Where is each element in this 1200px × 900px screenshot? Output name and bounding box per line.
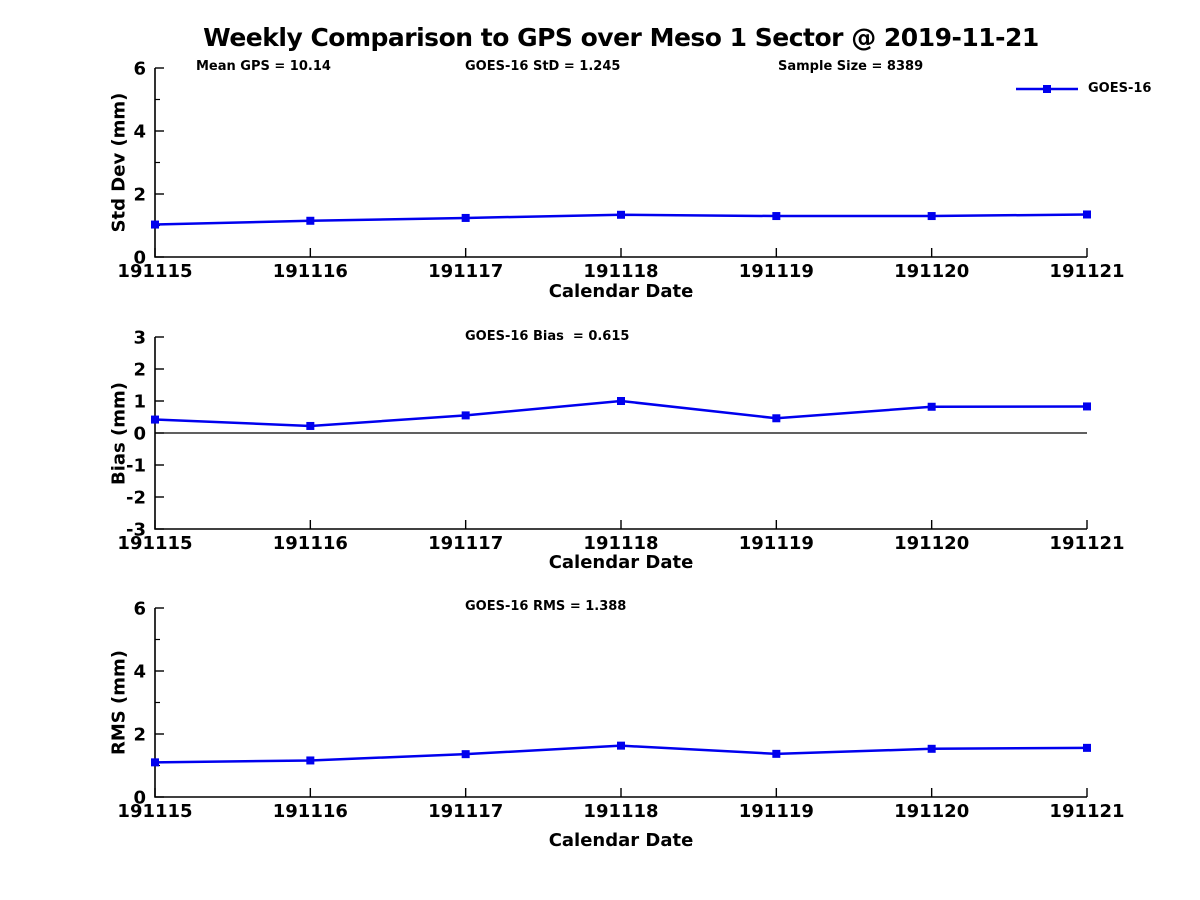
svg-text:4: 4	[133, 122, 146, 143]
svg-text:191119: 191119	[739, 261, 814, 282]
svg-text:191119: 191119	[739, 533, 814, 554]
svg-text:2: 2	[133, 725, 146, 746]
svg-text:191121: 191121	[1049, 261, 1124, 282]
calendar-date-label-top: Calendar Date	[548, 281, 694, 302]
svg-text:0: 0	[133, 248, 146, 269]
svg-text:-2: -2	[126, 488, 146, 509]
svg-text:3: 3	[133, 328, 146, 349]
svg-text:191119: 191119	[739, 801, 814, 822]
svg-text:191118: 191118	[583, 533, 658, 554]
svg-text:0: 0	[133, 788, 146, 809]
stddev-axis-label: Std Dev (mm)	[108, 92, 130, 233]
annotation-goes16-rms: GOES-16 RMS = 1.388	[465, 599, 627, 614]
svg-text:191117: 191117	[428, 533, 503, 554]
svg-text:191115: 191115	[117, 261, 192, 282]
svg-text:191118: 191118	[583, 801, 658, 822]
svg-text:2: 2	[133, 185, 146, 206]
svg-text:191118: 191118	[583, 261, 658, 282]
svg-text:191120: 191120	[894, 801, 969, 822]
svg-text:191121: 191121	[1049, 533, 1124, 554]
svg-text:191115: 191115	[117, 801, 192, 822]
svg-text:191117: 191117	[428, 261, 503, 282]
calendar-date-label-bottom: Calendar Date	[548, 830, 694, 851]
svg-text:191120: 191120	[894, 533, 969, 554]
svg-text:191117: 191117	[428, 801, 503, 822]
annotation-mean-gps: Mean GPS = 10.14	[196, 59, 331, 74]
svg-text:191120: 191120	[894, 261, 969, 282]
svg-text:191116: 191116	[273, 801, 348, 822]
svg-text:191115: 191115	[117, 533, 192, 554]
legend-label: GOES-16	[1088, 81, 1152, 96]
annotation-sample-size: Sample Size = 8389	[778, 59, 924, 74]
svg-text:191116: 191116	[273, 533, 348, 554]
svg-text:2: 2	[133, 360, 146, 381]
svg-text:4: 4	[133, 662, 146, 683]
svg-text:-3: -3	[126, 520, 146, 541]
svg-text:1: 1	[133, 392, 146, 413]
svg-text:6: 6	[133, 59, 146, 80]
svg-text:6: 6	[133, 599, 146, 620]
annotation-goes16-bias: GOES-16 Bias = 0.615	[465, 329, 630, 344]
bias-axis-label: Bias (mm)	[108, 382, 130, 485]
legend-line-sample-icon	[1016, 85, 1078, 93]
figure-title: Weekly Comparison to GPS over Meso 1 Sec…	[203, 23, 1039, 52]
svg-text:-1: -1	[126, 456, 146, 477]
calendar-date-label-middle: Calendar Date	[548, 552, 694, 573]
legend: GOES-16	[1015, 81, 1151, 97]
svg-text:191121: 191121	[1049, 801, 1124, 822]
svg-text:191116: 191116	[273, 261, 348, 282]
rms-axis-label: RMS (mm)	[108, 650, 130, 755]
svg-text:0: 0	[133, 424, 146, 445]
annotation-goes16-std: GOES-16 StD = 1.245	[465, 59, 621, 74]
